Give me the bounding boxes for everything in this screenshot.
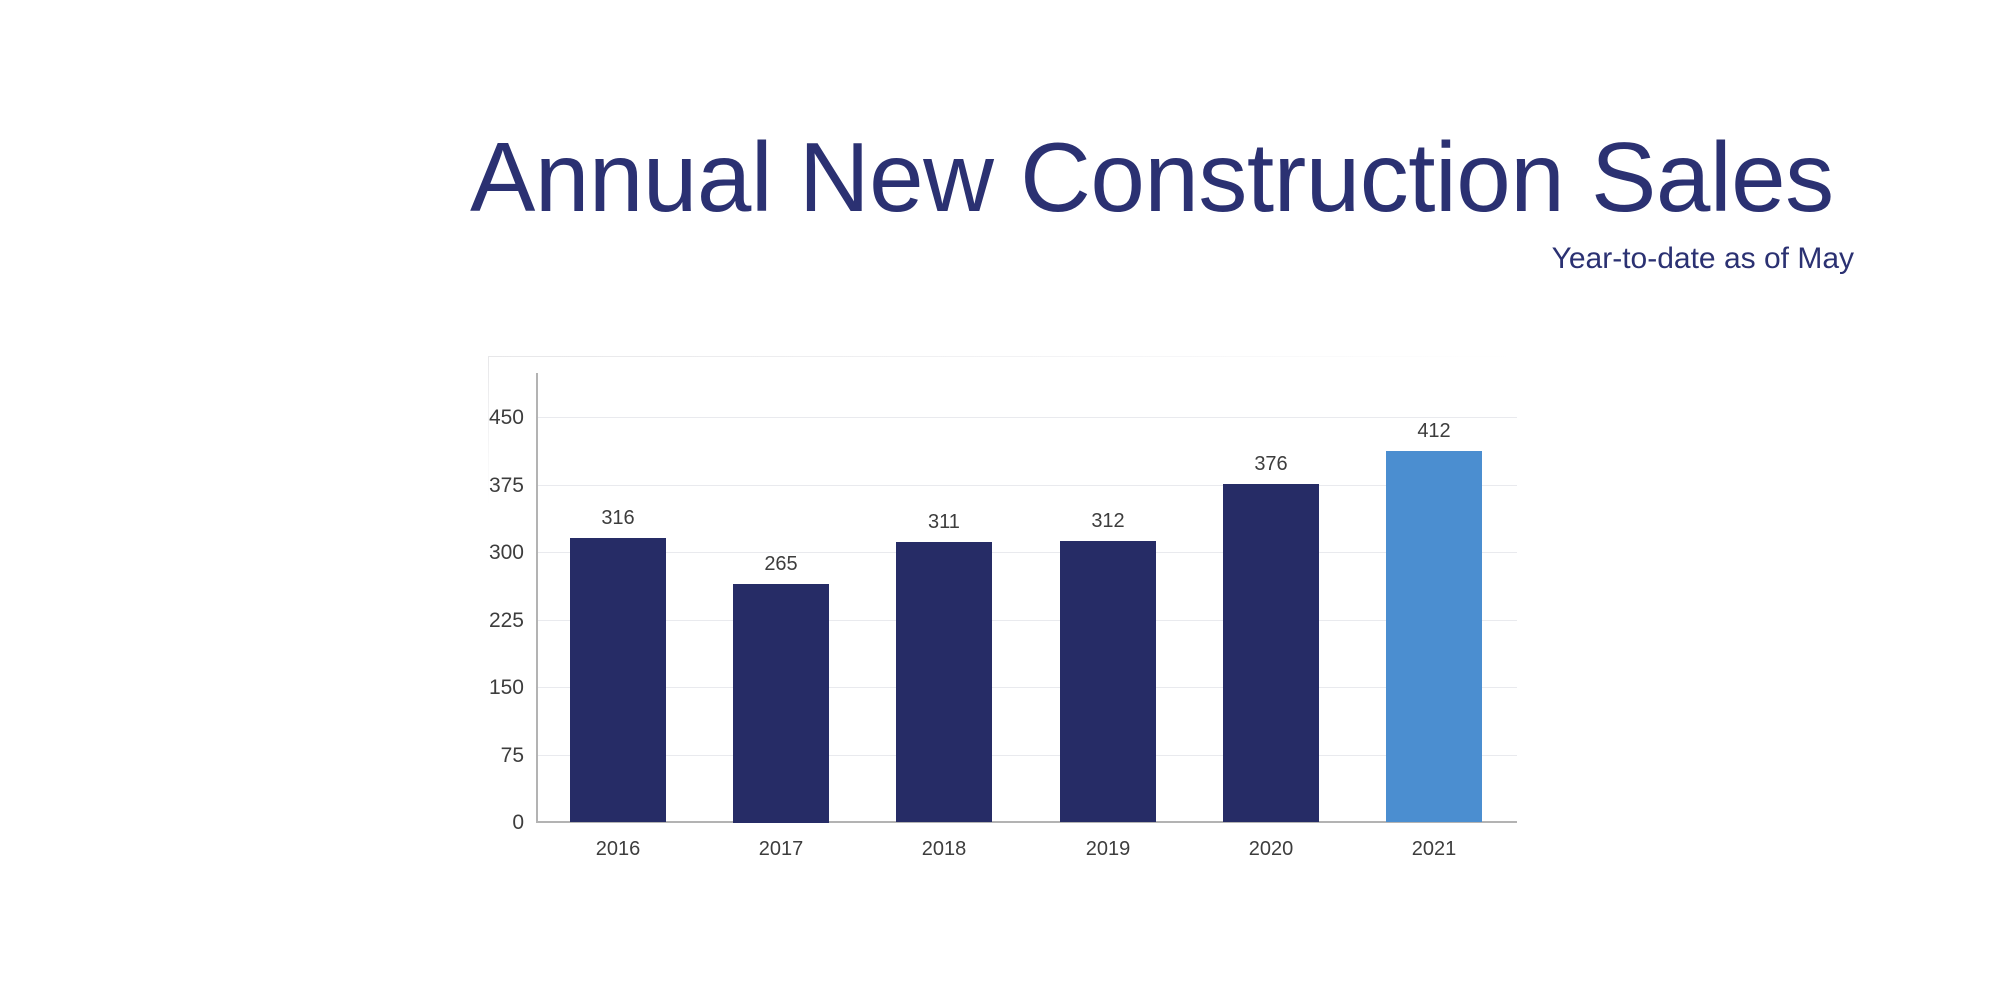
y-axis-tick-375: 375 — [488, 474, 524, 497]
y-axis-tick-450: 450 — [488, 406, 524, 429]
bar-value-label-2020: 376 — [1254, 453, 1288, 475]
bar-2021 — [1386, 451, 1482, 822]
chart-header: Annual New Construction Sales Year-to-da… — [470, 128, 1854, 276]
gridline-375 — [538, 485, 1517, 486]
bar-value-label-2017: 265 — [764, 553, 798, 575]
bar-2019 — [1060, 541, 1156, 822]
x-axis-tick-2018: 2018 — [921, 838, 967, 860]
chart-subtitle: Year-to-date as of May — [1551, 242, 1854, 275]
y-axis-tick-225: 225 — [488, 609, 524, 632]
y-axis-line — [536, 373, 538, 823]
x-axis-tick-2020: 2020 — [1248, 838, 1294, 860]
bar-value-label-2021: 412 — [1417, 420, 1451, 442]
gridline-300 — [538, 552, 1517, 553]
bar-2017 — [733, 584, 829, 823]
y-axis-tick-75: 75 — [500, 744, 524, 767]
y-axis-tick-300: 300 — [488, 541, 524, 564]
chart-panel-edge-left — [488, 356, 489, 506]
bar-2018 — [896, 542, 992, 822]
bar-2016 — [570, 538, 666, 822]
bar-value-label-2016: 316 — [601, 507, 635, 529]
x-axis-line — [536, 821, 1517, 823]
gridline-225 — [538, 620, 1517, 621]
x-axis-tick-2021: 2021 — [1411, 838, 1457, 860]
gridline-75 — [538, 755, 1517, 756]
y-axis-tick-150: 150 — [488, 676, 524, 699]
bar-value-label-2019: 312 — [1091, 510, 1125, 532]
y-axis-tick-0: 0 — [512, 811, 524, 834]
chart-panel-edge-top — [488, 356, 1518, 357]
x-axis-tick-2019: 2019 — [1085, 838, 1131, 860]
bar-value-label-2018: 311 — [928, 511, 960, 533]
page-title: Annual New Construction Sales — [470, 122, 1834, 232]
bar-2020 — [1223, 484, 1319, 822]
gridline-450 — [538, 417, 1517, 418]
gridline-150 — [538, 687, 1517, 688]
x-axis-tick-2017: 2017 — [758, 838, 804, 860]
x-axis-tick-2016: 2016 — [595, 838, 641, 860]
